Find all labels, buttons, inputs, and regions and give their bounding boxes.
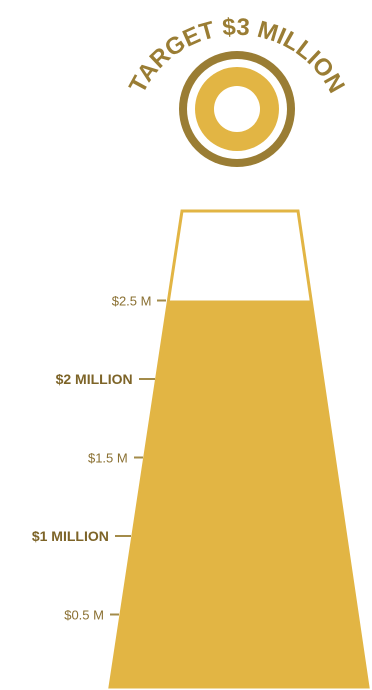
marker-label: $2.5 M: [111, 293, 152, 308]
marker-label: $0.5 M: [64, 607, 104, 622]
marker-label: $1.5 M: [87, 450, 128, 465]
marker-tick: [157, 299, 167, 302]
marker-0: $2.5 M: [112, 293, 167, 308]
marker-tick: [133, 456, 143, 459]
marker-4: $0.5 M: [64, 607, 119, 622]
marker-1: $2 MILLION: [56, 371, 155, 387]
marker-3: $1 MILLION: [32, 528, 131, 544]
funnel: [108, 209, 370, 689]
funnel-fill: [110, 300, 368, 687]
marker-tick: [114, 535, 131, 537]
funnel-outline: [108, 209, 370, 689]
marker-2: $1.5 M: [88, 450, 143, 465]
marker-tick: [109, 613, 119, 616]
target-ring-center: [214, 86, 260, 132]
marker-label: $2 MILLION: [55, 371, 133, 387]
marker-tick: [138, 378, 155, 380]
marker-label: $1 MILLION: [31, 528, 109, 544]
